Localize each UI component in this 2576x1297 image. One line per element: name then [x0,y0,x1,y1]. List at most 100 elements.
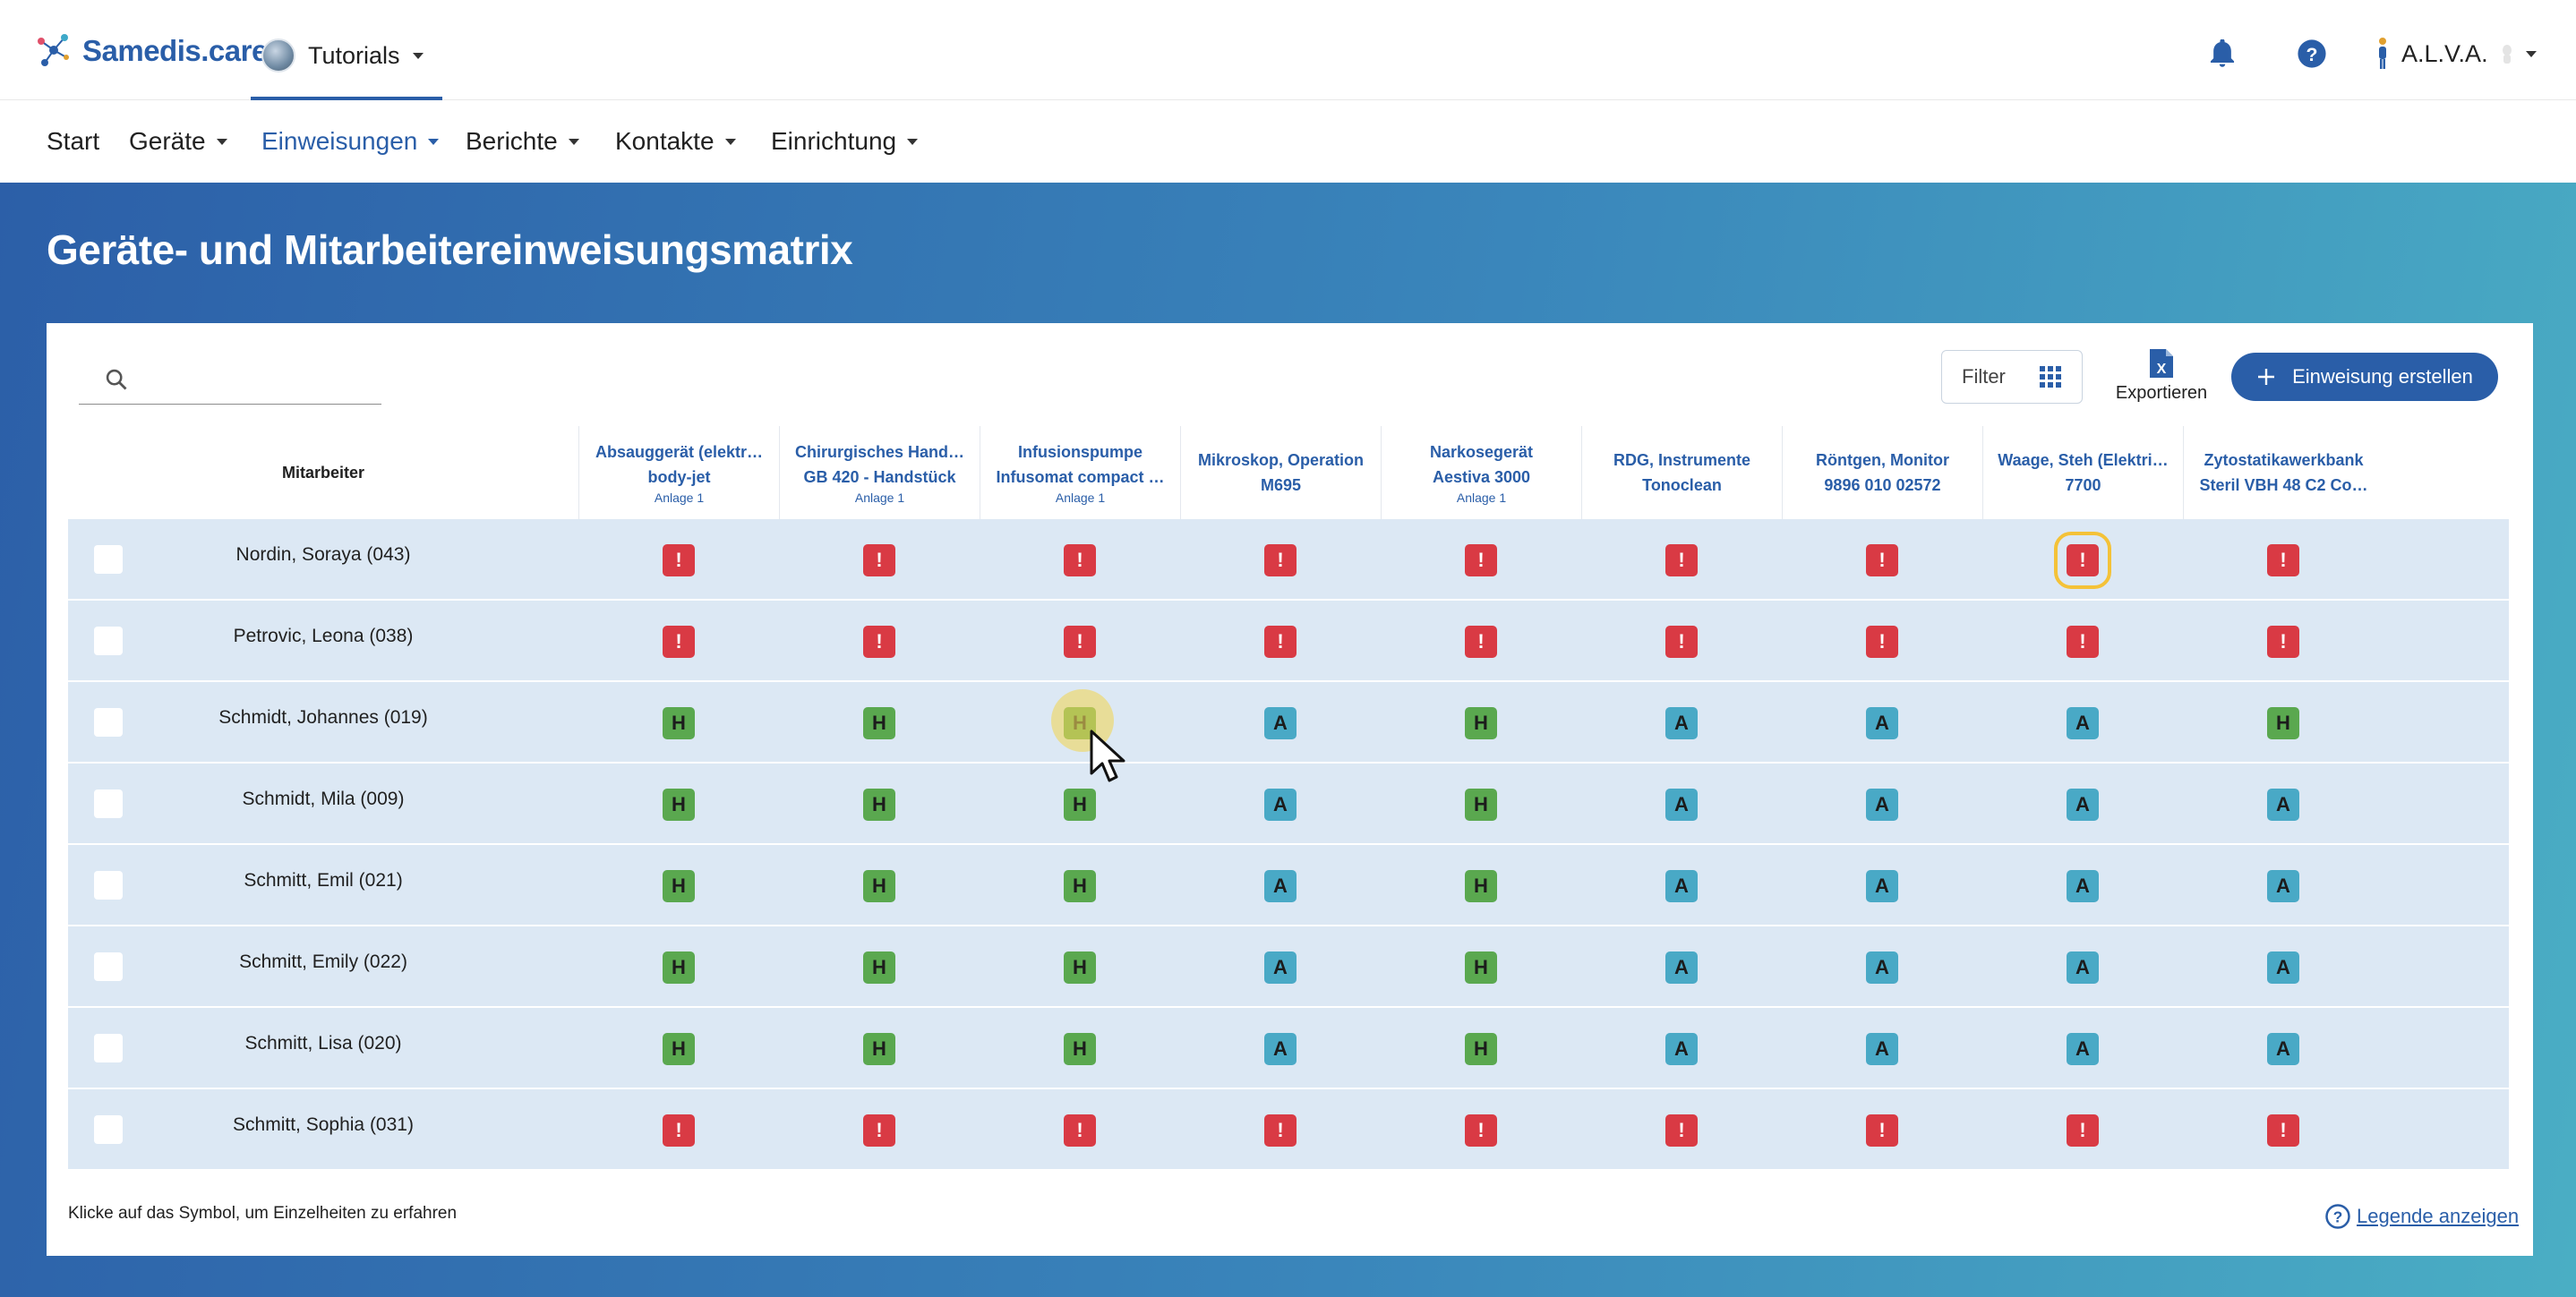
user-badge[interactable]: A [1264,1033,1297,1065]
user-badge[interactable]: A [1264,870,1297,902]
missing-instruction-badge[interactable]: ! [2067,626,2099,658]
row-checkbox[interactable] [94,1115,123,1144]
row-checkbox[interactable] [94,627,123,655]
row-checkbox[interactable] [94,871,123,900]
row-checkbox[interactable] [94,789,123,818]
user-badge[interactable]: A [1264,789,1297,821]
holder-badge[interactable]: H [1064,870,1096,902]
row-checkbox[interactable] [94,545,123,574]
user-badge[interactable]: A [2267,870,2299,902]
missing-instruction-badge[interactable]: ! [1866,544,1898,576]
holder-badge[interactable]: H [1465,951,1497,984]
device-column-header[interactable]: Chirurgisches Hand… GB 420 - Handstück Anl… [779,426,980,519]
app-logo[interactable]: Samedis.care [32,30,268,72]
holder-badge[interactable]: H [1465,707,1497,739]
create-instruction-button[interactable]: Einweisung erstellen [2231,353,2498,401]
device-column-header[interactable]: Waage, Steh (Elektri… 7700 [1982,426,2183,519]
device-column-header[interactable]: Röntgen, Monitor 9896 010 02572 [1782,426,1982,519]
holder-badge[interactable]: H [663,1033,695,1065]
missing-instruction-badge[interactable]: ! [863,626,895,658]
holder-badge[interactable]: H [863,789,895,821]
missing-instruction-badge[interactable]: ! [1866,626,1898,658]
missing-instruction-badge[interactable]: ! [2267,544,2299,576]
missing-instruction-badge[interactable]: ! [1665,626,1698,658]
tenant-selector[interactable]: Tutorials [261,32,424,79]
user-badge[interactable]: A [1866,1033,1898,1065]
missing-instruction-badge[interactable]: ! [2067,1114,2099,1147]
missing-instruction-badge[interactable]: ! [663,544,695,576]
notifications-button[interactable] [2206,38,2238,70]
user-badge[interactable]: A [1866,870,1898,902]
user-badge[interactable]: A [2267,951,2299,984]
user-badge[interactable]: A [1264,951,1297,984]
missing-instruction-badge[interactable]: ! [1064,1114,1096,1147]
user-menu[interactable]: A.L.V.A. [2375,36,2537,72]
device-column-header[interactable]: RDG, Instrumente Tonoclean [1581,426,1782,519]
missing-instruction-badge[interactable]: ! [1465,626,1497,658]
user-badge[interactable]: A [2267,1033,2299,1065]
holder-badge[interactable]: H [863,870,895,902]
missing-instruction-badge[interactable]: ! [663,1114,695,1147]
missing-instruction-badge[interactable]: ! [1665,1114,1698,1147]
holder-badge[interactable]: H [1064,951,1096,984]
missing-instruction-badge[interactable]: ! [1064,544,1096,576]
user-badge[interactable]: A [2067,1033,2099,1065]
holder-badge[interactable]: H [663,870,695,902]
missing-instruction-badge[interactable]: ! [1264,1114,1297,1147]
nav-geraete[interactable]: Geräte [129,127,227,156]
missing-instruction-badge[interactable]: ! [2267,1114,2299,1147]
missing-instruction-badge[interactable]: ! [1866,1114,1898,1147]
search-input[interactable] [143,362,367,397]
holder-badge[interactable]: H [863,1033,895,1065]
help-button[interactable]: ? [2296,38,2328,70]
missing-instruction-badge[interactable]: ! [2267,626,2299,658]
missing-instruction-badge[interactable]: ! [1465,1114,1497,1147]
missing-instruction-badge[interactable]: ! [1264,626,1297,658]
nav-einweisungen[interactable]: Einweisungen [261,127,440,156]
user-badge[interactable]: A [1665,789,1698,821]
holder-badge[interactable]: H [663,951,695,984]
missing-instruction-badge[interactable]: ! [863,1114,895,1147]
user-badge[interactable]: A [1665,707,1698,739]
missing-instruction-badge[interactable]: ! [2054,532,2111,589]
row-checkbox[interactable] [94,708,123,737]
missing-instruction-badge[interactable]: ! [1465,544,1497,576]
nav-start[interactable]: Start [47,127,99,156]
nav-berichte[interactable]: Berichte [466,127,579,156]
nav-einrichtung[interactable]: Einrichtung [771,127,919,156]
device-column-header[interactable]: Narkosegerät Aestiva 3000 Anlage 1 [1381,426,1581,519]
device-column-header[interactable]: Zytostatikawerkbank Steril VBH 48 C2 Co… [2183,426,2383,519]
user-badge[interactable]: A [2067,870,2099,902]
holder-badge[interactable]: H [1465,870,1497,902]
user-badge[interactable]: A [2067,951,2099,984]
export-button[interactable]: X Exportieren [2111,344,2212,408]
device-column-header[interactable]: Absauggerät (elektr… body-jet Anlage 1 [578,426,779,519]
missing-instruction-badge[interactable]: ! [1264,544,1297,576]
user-badge[interactable]: A [2067,707,2099,739]
holder-badge[interactable]: H [1064,1033,1096,1065]
holder-badge[interactable]: H [1465,789,1497,821]
device-column-header[interactable]: Mikroskop, Operation M695 [1180,426,1381,519]
user-badge[interactable]: A [1665,1033,1698,1065]
user-badge[interactable]: A [1665,951,1698,984]
missing-instruction-badge[interactable]: ! [1665,544,1698,576]
missing-instruction-badge[interactable]: ! [1064,626,1096,658]
holder-badge[interactable]: H [663,789,695,821]
search-field[interactable] [79,358,381,405]
user-badge[interactable]: A [1866,707,1898,739]
holder-badge[interactable]: H [863,951,895,984]
holder-badge[interactable]: H [2267,707,2299,739]
user-badge[interactable]: A [1665,870,1698,902]
user-badge[interactable]: A [1866,789,1898,821]
missing-instruction-badge[interactable]: ! [663,626,695,658]
filter-button[interactable]: Filter [1941,350,2083,404]
user-badge[interactable]: A [2067,789,2099,821]
holder-badge[interactable]: H [863,707,895,739]
user-badge[interactable]: A [1264,707,1297,739]
holder-badge[interactable]: H [1064,789,1096,821]
missing-instruction-badge[interactable]: ! [863,544,895,576]
user-badge[interactable]: A [1866,951,1898,984]
legend-link[interactable]: ? Legende anzeigen [2324,1203,2519,1230]
device-column-header[interactable]: Infusionspumpe Infusomat compact … Anlage … [980,426,1180,519]
holder-badge[interactable]: H [1465,1033,1497,1065]
